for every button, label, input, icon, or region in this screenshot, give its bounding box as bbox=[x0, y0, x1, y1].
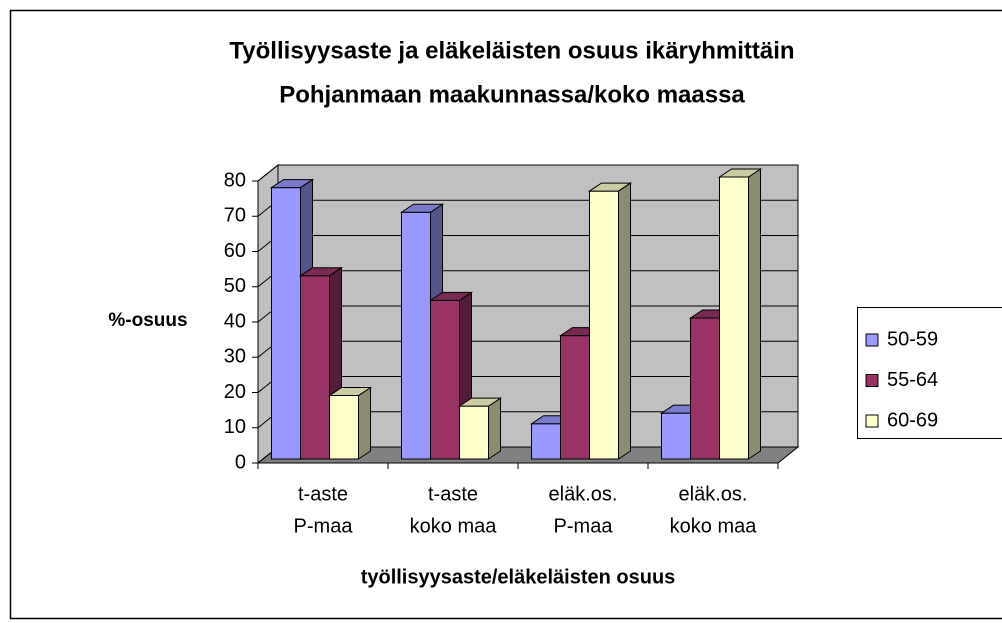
y-tick-label: 50 bbox=[224, 275, 246, 297]
bar-front bbox=[430, 299, 460, 460]
bar bbox=[587, 182, 633, 460]
bar-front bbox=[560, 335, 590, 460]
legend-swatch bbox=[865, 333, 879, 347]
bar-top bbox=[327, 387, 373, 397]
bar bbox=[457, 397, 503, 460]
bar bbox=[327, 386, 373, 460]
bar-side bbox=[488, 397, 501, 460]
bar-top bbox=[457, 397, 503, 407]
y-axis-title: %-osuus bbox=[108, 310, 187, 331]
x-tick-label: t-aste bbox=[428, 483, 478, 505]
bar-top bbox=[269, 179, 315, 189]
bar-front bbox=[271, 187, 301, 460]
grid-line bbox=[257, 164, 279, 182]
x-tick-label: P-maa bbox=[554, 515, 614, 537]
legend-swatch bbox=[865, 374, 879, 387]
bar-side bbox=[748, 168, 761, 460]
bar-top bbox=[587, 182, 633, 192]
y-tick-label: 70 bbox=[224, 205, 246, 227]
x-tick-label: koko maa bbox=[410, 515, 498, 537]
y-tick-label: 80 bbox=[224, 169, 246, 191]
bar-top bbox=[428, 291, 474, 301]
x-tick-label: koko maa bbox=[670, 515, 758, 537]
y-tick-label: 60 bbox=[224, 240, 246, 262]
y-tick-label: 10 bbox=[224, 416, 246, 438]
chart-title: Pohjanmaan maakunnassa/koko maassa bbox=[279, 81, 745, 108]
bar-top bbox=[717, 168, 763, 178]
x-tick-label: P-maa bbox=[294, 515, 354, 537]
x-axis-title: työllisyysaste/eläkeläisten osuus bbox=[361, 566, 676, 588]
bar-front bbox=[300, 275, 330, 460]
legend-box bbox=[857, 307, 1002, 439]
legend-label: 55-64 bbox=[887, 369, 938, 391]
bar-front bbox=[459, 405, 489, 460]
bar-front bbox=[661, 412, 691, 460]
bar bbox=[717, 168, 763, 460]
x-tick-label: eläk.os. bbox=[549, 483, 618, 505]
legend-label: 50-59 bbox=[887, 328, 938, 350]
bar-front bbox=[719, 176, 749, 460]
bar-front bbox=[690, 317, 720, 460]
bar-front bbox=[401, 211, 431, 460]
x-tick-label: eläk.os. bbox=[679, 483, 748, 505]
bar-top bbox=[298, 267, 344, 277]
legend-label: 60-69 bbox=[887, 409, 938, 431]
bar-top bbox=[399, 203, 445, 213]
bar-front bbox=[589, 190, 619, 460]
bar-side bbox=[618, 182, 631, 460]
y-tick-label: 20 bbox=[224, 381, 246, 403]
legend-swatch bbox=[865, 414, 879, 428]
bar-side bbox=[358, 386, 371, 460]
y-tick-label: 40 bbox=[224, 310, 246, 332]
bar-front bbox=[531, 423, 561, 460]
bar-front bbox=[329, 395, 359, 460]
x-tick-label: t-aste bbox=[298, 483, 348, 505]
y-tick-label: 30 bbox=[224, 346, 246, 368]
chart-title: Työllisyysaste ja eläkeläisten osuus ikä… bbox=[229, 37, 794, 64]
y-tick-label: 0 bbox=[235, 451, 246, 473]
